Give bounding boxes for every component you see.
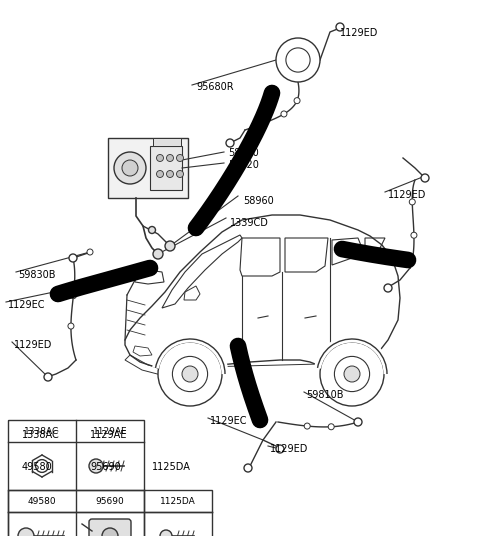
Circle shape xyxy=(244,464,252,472)
Text: 49580: 49580 xyxy=(22,462,53,472)
Circle shape xyxy=(276,445,284,453)
Circle shape xyxy=(69,254,77,262)
Bar xyxy=(8,420,144,536)
Circle shape xyxy=(87,249,93,255)
Bar xyxy=(150,146,182,190)
Text: 1129ED: 1129ED xyxy=(340,28,378,38)
Bar xyxy=(108,138,188,198)
Text: 58920: 58920 xyxy=(228,160,259,170)
Text: 95690: 95690 xyxy=(90,462,121,472)
Circle shape xyxy=(165,241,175,251)
Text: 1125DA: 1125DA xyxy=(160,496,196,505)
Circle shape xyxy=(276,38,320,82)
Circle shape xyxy=(160,530,172,536)
Circle shape xyxy=(68,323,74,329)
Text: 1125DA: 1125DA xyxy=(152,462,191,472)
Circle shape xyxy=(177,154,183,161)
Circle shape xyxy=(336,23,344,31)
Text: 59830B: 59830B xyxy=(18,270,56,280)
Text: 1129ED: 1129ED xyxy=(388,190,426,200)
FancyBboxPatch shape xyxy=(89,519,131,536)
Text: 59810B: 59810B xyxy=(306,390,344,400)
Circle shape xyxy=(156,154,164,161)
Text: 1129ED: 1129ED xyxy=(270,444,308,454)
Circle shape xyxy=(114,152,146,184)
Circle shape xyxy=(182,366,198,382)
Text: 1129AE: 1129AE xyxy=(90,430,127,440)
Circle shape xyxy=(286,48,310,72)
Circle shape xyxy=(167,154,173,161)
Circle shape xyxy=(384,284,392,292)
Circle shape xyxy=(18,528,34,536)
Circle shape xyxy=(328,424,334,430)
Circle shape xyxy=(409,199,415,205)
Text: 49580: 49580 xyxy=(28,496,56,505)
Circle shape xyxy=(153,249,163,259)
Circle shape xyxy=(421,174,429,182)
Circle shape xyxy=(260,121,265,126)
Circle shape xyxy=(281,111,287,117)
Circle shape xyxy=(411,232,417,238)
Circle shape xyxy=(156,170,164,177)
Circle shape xyxy=(44,373,52,381)
Circle shape xyxy=(320,342,384,406)
Text: 1129EC: 1129EC xyxy=(210,416,248,426)
Text: 1129EC: 1129EC xyxy=(8,300,46,310)
Circle shape xyxy=(148,227,156,234)
Circle shape xyxy=(177,170,183,177)
Text: 1129AE: 1129AE xyxy=(93,427,127,435)
Text: 58910: 58910 xyxy=(228,148,259,158)
Text: 58960: 58960 xyxy=(243,196,274,206)
Text: 95690: 95690 xyxy=(96,496,124,505)
Circle shape xyxy=(89,459,103,473)
Circle shape xyxy=(304,423,310,429)
Circle shape xyxy=(71,293,76,299)
Text: 1338AC: 1338AC xyxy=(24,427,60,435)
Text: 95680R: 95680R xyxy=(196,82,234,92)
Circle shape xyxy=(344,366,360,382)
Text: 1129ED: 1129ED xyxy=(14,340,52,350)
Circle shape xyxy=(158,342,222,406)
Text: 95680L: 95680L xyxy=(378,256,414,266)
Circle shape xyxy=(294,98,300,103)
Circle shape xyxy=(226,139,234,147)
Circle shape xyxy=(102,528,118,536)
Circle shape xyxy=(354,418,362,426)
Circle shape xyxy=(335,356,370,392)
Bar xyxy=(8,490,212,536)
Bar xyxy=(153,138,181,146)
Circle shape xyxy=(172,356,207,392)
Circle shape xyxy=(122,160,138,176)
Circle shape xyxy=(167,170,173,177)
Text: 1338AC: 1338AC xyxy=(22,430,60,440)
Text: 1339CD: 1339CD xyxy=(230,218,269,228)
Circle shape xyxy=(36,460,48,472)
